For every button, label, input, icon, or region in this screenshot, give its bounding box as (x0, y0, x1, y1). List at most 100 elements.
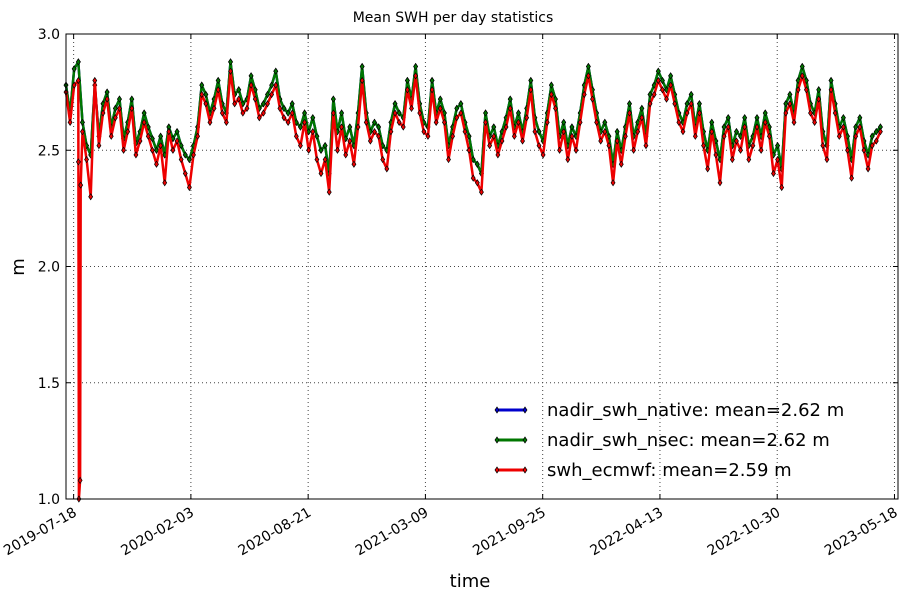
data-point (627, 109, 632, 117)
data-point (236, 86, 242, 94)
data-point (195, 132, 201, 140)
data-point (355, 123, 361, 131)
data-point (104, 88, 110, 96)
x-tick-label: 2021-09-25 (470, 505, 548, 560)
data-point (281, 114, 287, 122)
data-point (376, 123, 382, 131)
data-point (67, 118, 73, 126)
data-point (499, 137, 505, 145)
data-point (664, 95, 669, 103)
data-point (639, 104, 645, 113)
data-point (824, 155, 830, 164)
data-point (78, 181, 84, 189)
data-point (404, 76, 410, 85)
data-point (199, 81, 205, 89)
y-tick-label: 1.0 (38, 492, 60, 508)
data-point (857, 114, 863, 122)
data-point (816, 86, 822, 94)
data-point (75, 76, 81, 85)
data-point (211, 104, 217, 113)
data-point (503, 123, 509, 131)
data-point (310, 128, 316, 136)
data-point (149, 146, 155, 154)
data-point (289, 109, 295, 117)
data-point (149, 134, 155, 143)
data-point (799, 62, 805, 71)
data-point (491, 132, 497, 140)
data-point (322, 155, 328, 164)
data-point (836, 132, 842, 140)
data-point (92, 76, 98, 85)
data-point (577, 118, 583, 126)
y-tick-label: 3.0 (38, 27, 60, 43)
data-point (746, 155, 752, 164)
data-point (186, 183, 192, 192)
data-point (298, 141, 303, 150)
data-point (310, 114, 316, 122)
data-point (775, 141, 781, 150)
data-point (507, 95, 513, 103)
data-point (680, 128, 686, 136)
data-point (162, 179, 168, 187)
data-point (293, 132, 299, 140)
data-point (281, 104, 287, 113)
data-point (400, 123, 406, 131)
data-point (697, 100, 702, 108)
data-point (351, 160, 357, 168)
data-point (771, 169, 776, 178)
data-point (413, 72, 419, 80)
data-point (734, 137, 739, 145)
y-axis-label: m (8, 258, 29, 276)
legend-marker (494, 436, 500, 444)
data-point (536, 128, 542, 136)
data-point (598, 137, 604, 145)
data-point (129, 104, 135, 113)
data-point (729, 155, 735, 164)
data-point (429, 86, 435, 94)
data-point (791, 118, 797, 126)
data-point (367, 137, 373, 145)
data-point (812, 118, 818, 126)
data-point (688, 90, 694, 99)
data-point (166, 128, 172, 136)
data-point (820, 141, 826, 150)
data-point (828, 76, 834, 85)
data-point (766, 123, 772, 131)
data-point (840, 123, 846, 131)
data-point (602, 118, 608, 126)
data-point (808, 109, 813, 117)
data-point (293, 118, 299, 126)
data-point (849, 174, 855, 182)
data-point (865, 165, 871, 173)
data-point (561, 128, 567, 136)
data-point (725, 123, 731, 131)
data-point (762, 118, 768, 126)
data-point (606, 132, 612, 140)
data-point (137, 137, 143, 145)
data-point (581, 90, 587, 99)
data-point (392, 109, 398, 117)
x-tick-label: 2020-08-21 (236, 505, 314, 560)
data-point (215, 76, 221, 85)
data-point (857, 123, 863, 131)
data-point (676, 118, 682, 126)
data-point (454, 104, 460, 113)
data-point (77, 476, 83, 485)
data-point (302, 109, 307, 117)
legend-marker (494, 406, 500, 414)
data-point (766, 132, 772, 140)
data-point (705, 165, 711, 173)
data-point (343, 151, 349, 159)
data-point (174, 137, 180, 145)
data-point (511, 132, 517, 140)
data-point (618, 160, 624, 168)
data-point (219, 109, 225, 117)
data-point (306, 146, 312, 154)
data-point (622, 132, 628, 140)
data-point (672, 100, 678, 108)
data-point (252, 86, 258, 94)
data-point (203, 90, 209, 99)
data-point (487, 141, 493, 150)
data-point (853, 132, 859, 140)
data-point (330, 95, 336, 103)
